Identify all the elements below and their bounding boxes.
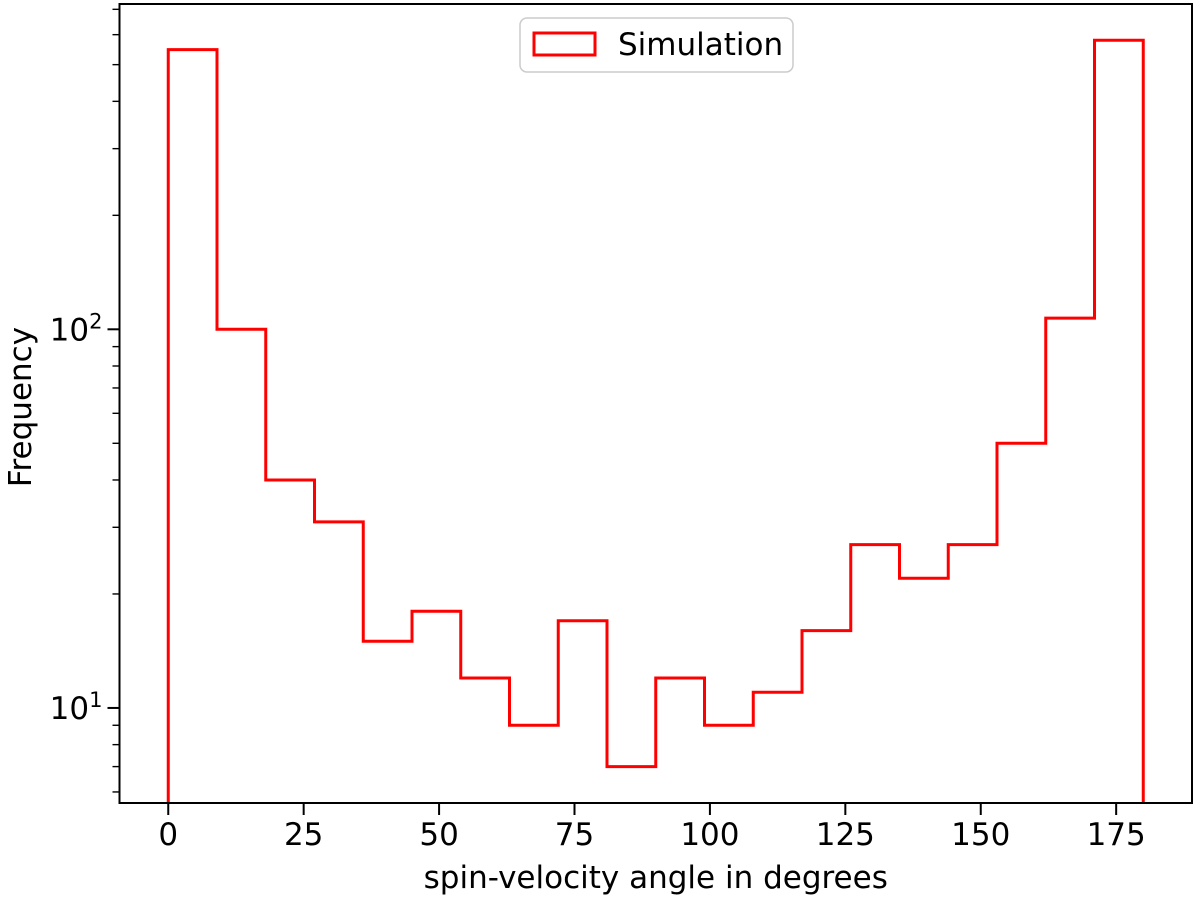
x-tick-label: 25 bbox=[284, 817, 323, 853]
x-tick-label: 150 bbox=[951, 817, 1010, 853]
x-tick-label: 100 bbox=[680, 817, 739, 853]
x-tick-label: 125 bbox=[816, 817, 875, 853]
simulation-histogram-line bbox=[166, 38, 1145, 803]
x-tick-label: 75 bbox=[555, 817, 594, 853]
legend: Simulation bbox=[519, 17, 794, 73]
legend-label: Simulation bbox=[618, 27, 783, 63]
plot-layer: 0 25 50 75 100 125 150 175 101 102 bbox=[50, 3, 1193, 853]
y-tick-label: 102 bbox=[50, 309, 103, 348]
y-tick-label: 101 bbox=[50, 688, 103, 727]
x-axis-label: spin-velocity angle in degrees bbox=[424, 860, 888, 896]
x-tick-label: 0 bbox=[158, 817, 178, 853]
legend-swatch-simulation bbox=[532, 31, 597, 57]
axes-spines bbox=[118, 3, 1193, 804]
x-tick-label: 175 bbox=[1087, 817, 1146, 853]
x-tick-label: 50 bbox=[419, 817, 458, 853]
y-axis-label: Frequency bbox=[3, 327, 39, 487]
